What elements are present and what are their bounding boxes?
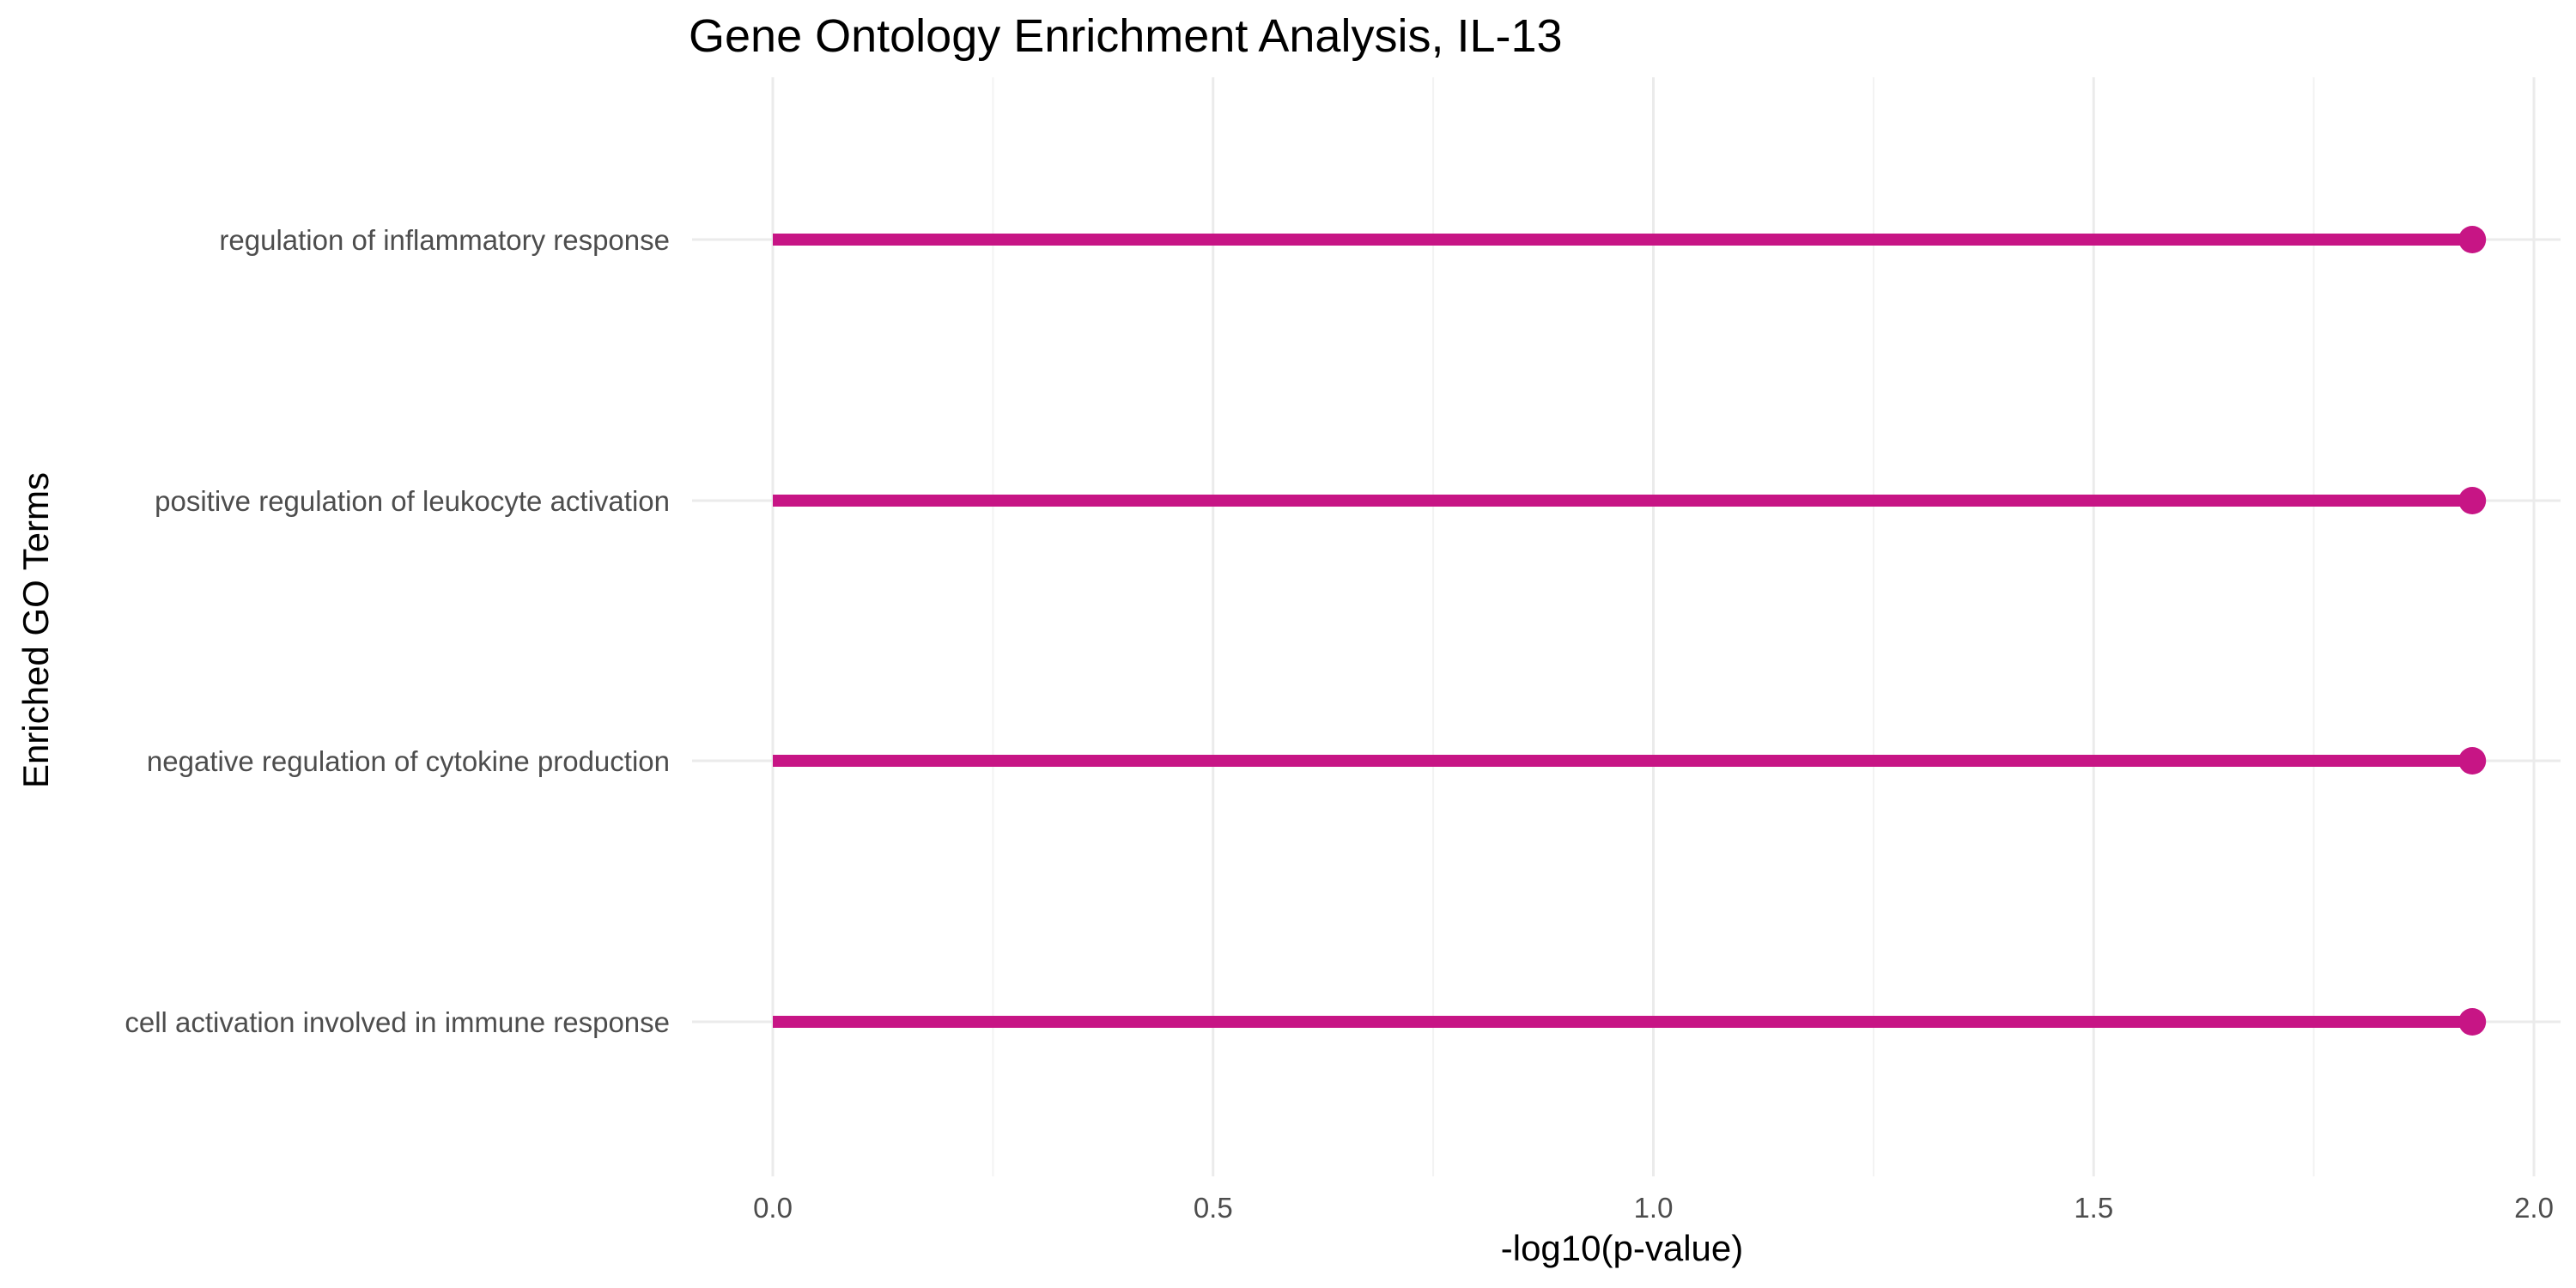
marks-layer [773, 226, 2487, 1036]
x-tick-label: 1.0 [1634, 1192, 1674, 1224]
lollipop-point [2458, 226, 2487, 253]
lollipop-point [2458, 747, 2487, 775]
lollipop-point [2458, 487, 2487, 514]
lollipop-point [2458, 1008, 2487, 1036]
ticks-layer: 0.0 0.5 1.0 1.5 2.0 [753, 1192, 2554, 1224]
category-label: regulation of inflammatory response [219, 224, 670, 256]
category-label: negative regulation of cytokine producti… [147, 745, 670, 777]
y-axis-title: Enriched GO Terms [15, 472, 56, 788]
x-tick-label: 1.5 [2074, 1192, 2113, 1224]
x-axis-title: -log10(p-value) [1501, 1228, 1743, 1268]
category-label: cell activation involved in immune respo… [125, 1006, 670, 1038]
category-labels: regulation of inflammatory response posit… [125, 224, 670, 1038]
chart-title: Gene Ontology Enrichment Analysis, IL-13 [689, 10, 1563, 62]
x-tick-label: 0.0 [753, 1192, 793, 1224]
x-tick-label: 0.5 [1194, 1192, 1233, 1224]
x-tick-label: 2.0 [2514, 1192, 2554, 1224]
category-label: positive regulation of leukocyte activat… [155, 485, 670, 517]
